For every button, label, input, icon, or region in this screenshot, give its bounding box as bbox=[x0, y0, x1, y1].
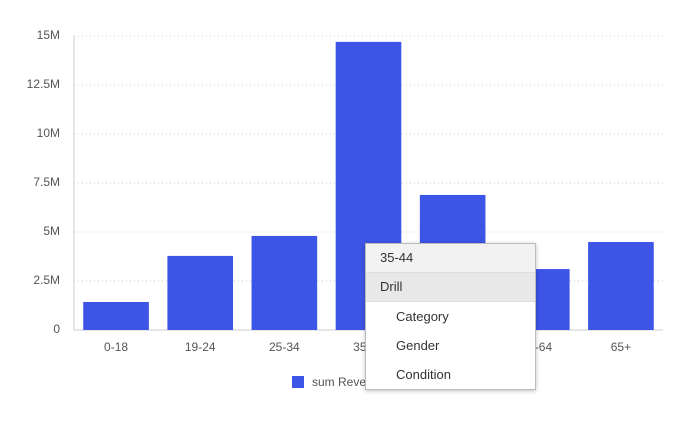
bar bbox=[83, 301, 149, 330]
legend-swatch bbox=[292, 376, 304, 388]
menu-item[interactable]: Gender bbox=[396, 338, 440, 353]
menu-drill[interactable]: Drill bbox=[366, 273, 535, 302]
y-tick-label: 7.5M bbox=[33, 175, 60, 189]
y-tick-label: 0 bbox=[53, 322, 60, 336]
bar bbox=[167, 255, 234, 330]
y-tick-label: 12.5M bbox=[27, 77, 60, 91]
bar bbox=[251, 235, 318, 330]
menu-item[interactable]: Condition bbox=[396, 367, 451, 382]
context-menu: 35-44 Drill Category Gender Condition bbox=[365, 243, 536, 390]
menu-title: 35-44 bbox=[366, 244, 535, 273]
x-tick-label: 65+ bbox=[611, 340, 631, 354]
menu-items: Category Gender Condition bbox=[366, 302, 535, 389]
x-tick-label: 0-18 bbox=[104, 340, 128, 354]
x-tick-label: 25-34 bbox=[269, 340, 300, 354]
y-tick-label: 2.5M bbox=[33, 273, 60, 287]
y-tick-label: 10M bbox=[37, 126, 60, 140]
y-tick-label: 15M bbox=[37, 28, 60, 42]
y-tick-label: 5M bbox=[43, 224, 60, 238]
x-tick-label: 19-24 bbox=[185, 340, 216, 354]
bar bbox=[588, 241, 654, 330]
menu-item[interactable]: Category bbox=[396, 309, 449, 324]
